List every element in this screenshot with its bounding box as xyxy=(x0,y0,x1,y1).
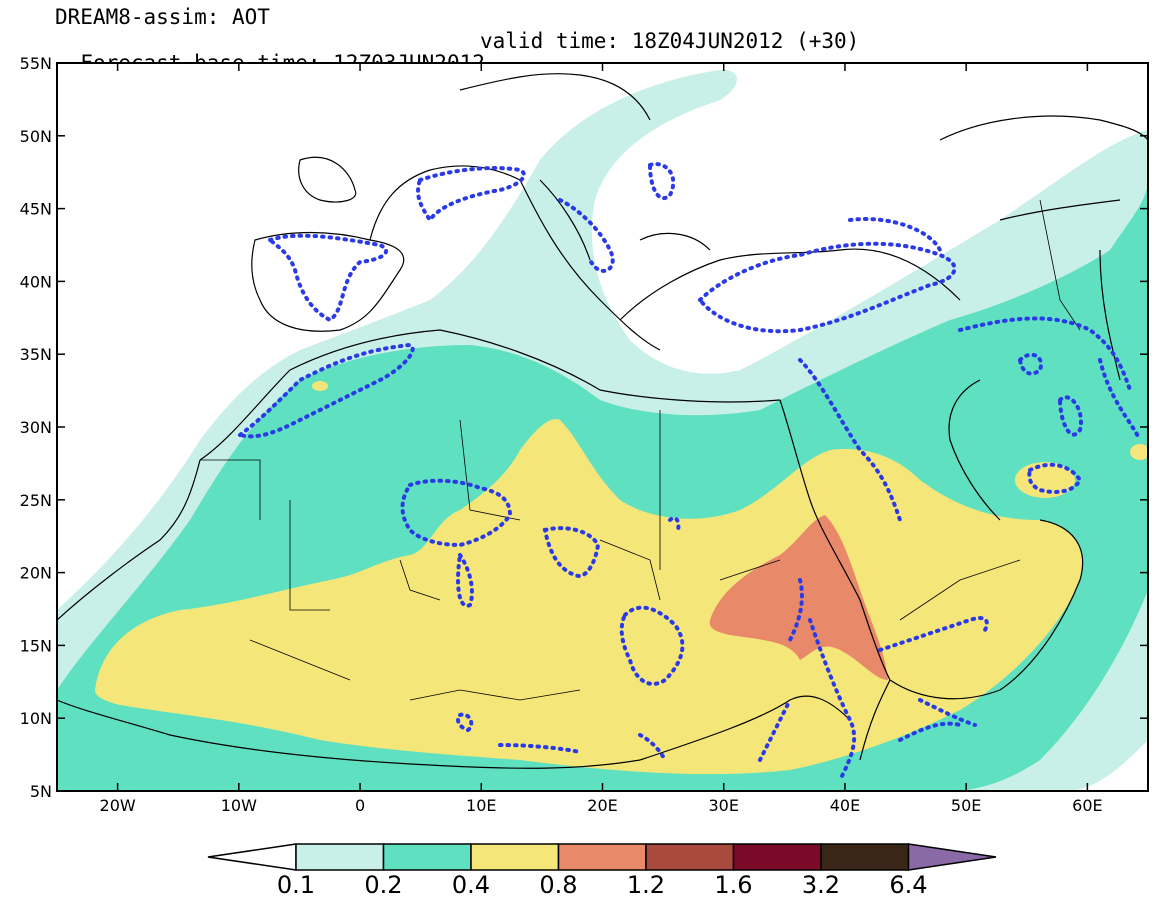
valid-time: valid time: 18Z04JUN2012 (+30) xyxy=(480,29,860,53)
colorbar: 0.1 0.2 0.4 0.8 1.2 1.6 3.2 6.4 xyxy=(207,843,997,899)
lon-tick-label: 10W xyxy=(221,796,257,815)
lon-tick-label: 40E xyxy=(830,796,860,815)
lat-tick-label: 25N xyxy=(20,491,52,510)
lon-tick-label: 20E xyxy=(587,796,617,815)
lat-tick-label: 45N xyxy=(20,200,52,219)
lat-tick-label: 15N xyxy=(20,636,52,655)
colorbar-over-triangle xyxy=(907,843,997,871)
colorbar-swatch xyxy=(382,843,472,871)
lat-tick-label: 50N xyxy=(20,127,52,146)
colorbar-label: 0.8 xyxy=(539,871,577,899)
aot-band-0.8-1.2 xyxy=(709,515,888,680)
lat-tick-label: 40N xyxy=(20,272,52,291)
aot-patch xyxy=(312,381,328,391)
colorbar-swatch xyxy=(295,843,385,871)
colorbar-label: 6.4 xyxy=(889,871,927,899)
lat-tick-label: 55N xyxy=(20,54,52,73)
assim-contours xyxy=(235,162,1142,782)
colorbar-swatch xyxy=(732,843,822,871)
lon-tick-label: 0 xyxy=(355,796,365,815)
lat-tick-label: 30N xyxy=(20,418,52,437)
colorbar-label: 0.2 xyxy=(364,871,402,899)
longitude-axis: 20W 10W 0 10E 20E 30E 40E 50E 60E xyxy=(100,63,1103,815)
colorbar-label: 1.2 xyxy=(627,871,665,899)
coastlines xyxy=(57,73,1148,769)
colorbar-swatch xyxy=(645,843,735,871)
lat-tick-label: 10N xyxy=(20,709,52,728)
colorbar-label: 3.2 xyxy=(802,871,840,899)
colorbar-swatch xyxy=(470,843,560,871)
colorbar-swatch xyxy=(557,843,647,871)
lon-tick-label: 10E xyxy=(466,796,496,815)
lon-tick-label: 20W xyxy=(100,796,136,815)
colorbar-label: 0.4 xyxy=(452,871,490,899)
lon-tick-label: 60E xyxy=(1072,796,1102,815)
lat-tick-label: 35N xyxy=(20,345,52,364)
aot-patch xyxy=(1130,444,1148,460)
lat-tick-label: 5N xyxy=(30,782,52,801)
colorbar-label: 0.1 xyxy=(277,871,315,899)
chart-title: DREAM8-assim: AOT xyxy=(55,5,270,29)
lon-tick-label: 30E xyxy=(708,796,738,815)
country-borders xyxy=(200,199,1081,701)
latitude-axis: 55N 50N 45N 40N 35N 30N 25N 20N 15N 10N 5N xyxy=(20,54,1148,801)
colorbar-label: 1.6 xyxy=(714,871,752,899)
colorbar-under-triangle xyxy=(207,843,297,871)
colorbar-swatch xyxy=(820,843,910,871)
lon-tick-label: 50E xyxy=(951,796,981,815)
lat-tick-label: 20N xyxy=(20,564,52,583)
